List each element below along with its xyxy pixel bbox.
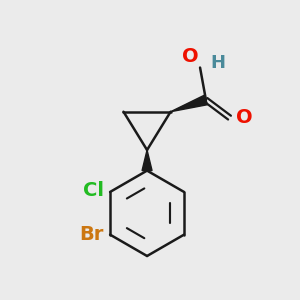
Text: O: O	[236, 108, 253, 127]
Text: H: H	[210, 54, 225, 72]
Polygon shape	[142, 150, 152, 171]
Text: Cl: Cl	[83, 181, 104, 200]
Text: O: O	[182, 47, 199, 66]
Polygon shape	[171, 95, 208, 112]
Text: Br: Br	[80, 225, 104, 244]
